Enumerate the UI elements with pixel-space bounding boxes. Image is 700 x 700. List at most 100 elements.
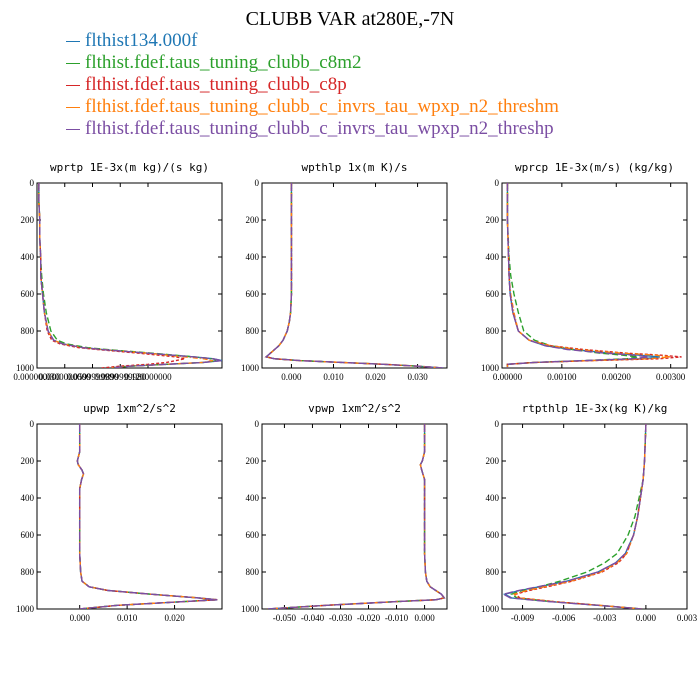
- panel-6: rtpthlp 1E-3x(kg K)/kg 0 200 400 600 800 1000 -…: [481, 402, 698, 623]
- series-line-5: [502, 424, 647, 609]
- series-line-2: [510, 424, 647, 609]
- x-tick-label: -0.050: [273, 613, 297, 623]
- legend-swatch: [66, 84, 80, 86]
- y-tick-label: 0: [255, 419, 260, 429]
- series-line-2: [506, 183, 639, 368]
- legend-label: flthist134.000f: [85, 30, 198, 51]
- panel-title: wprcp 1E-3x(m/s) (kg/kg): [515, 161, 674, 174]
- y-tick-label: 800: [21, 567, 35, 577]
- series-line-5: [264, 183, 443, 368]
- legend-label: flthist.fdef.taus_tuning_clubb_c8p: [85, 74, 347, 95]
- y-tick-label: 0: [255, 178, 260, 188]
- x-tick-label: 0.003: [677, 613, 698, 623]
- y-tick-label: 0: [495, 419, 500, 429]
- series-line-5: [38, 183, 222, 368]
- y-tick-label: 200: [246, 456, 260, 466]
- series-line-4: [76, 424, 218, 609]
- plot-frame: [36, 423, 223, 610]
- legend-item: flthist134.000f: [66, 30, 559, 52]
- series-line-2: [38, 183, 221, 368]
- y-tick-label: 800: [486, 326, 500, 336]
- panel-2: wpthlp 1x(m K)/s 0 200 400 600 800 1000 0.000 0.…: [241, 161, 448, 382]
- y-tick-label: 200: [486, 215, 500, 225]
- x-tick-label: 0.000000000: [13, 372, 61, 382]
- x-tick-label: 0.020: [164, 613, 185, 623]
- panel-4: upwp 1xm^2/s^2 0 200 400 600 800 1000 0.000 0.01…: [16, 402, 223, 623]
- series-line-3: [506, 183, 682, 368]
- legend-item: flthist.fdef.taus_tuning_clubb_c_invrs_t…: [66, 96, 559, 118]
- series-line-2: [264, 183, 443, 368]
- series-line-3: [76, 424, 218, 609]
- series-line-1: [267, 424, 446, 609]
- y-tick-label: 200: [246, 215, 260, 225]
- legend-swatch: [66, 128, 80, 130]
- y-tick-label: 0: [495, 178, 500, 188]
- series-line-4: [512, 424, 647, 609]
- y-tick-label: 800: [21, 326, 35, 336]
- y-tick-label: 600: [246, 289, 260, 299]
- y-tick-label: 600: [246, 530, 260, 540]
- y-tick-label: 400: [21, 493, 35, 503]
- legend-label: flthist.fdef.taus_tuning_clubb_c8m2: [85, 52, 362, 73]
- x-tick-label: 0.0300000000: [39, 372, 91, 382]
- y-tick-label: 400: [21, 252, 35, 262]
- series-line-5: [76, 424, 218, 609]
- series-line-1: [38, 183, 222, 368]
- x-tick-label: 0.000: [414, 613, 435, 623]
- y-tick-label: 600: [486, 289, 500, 299]
- series-line-4: [38, 183, 213, 368]
- series-line-4: [267, 424, 446, 609]
- y-tick-label: 400: [246, 493, 260, 503]
- y-tick-label: 1000: [241, 363, 260, 373]
- x-tick-label: 0.0899999980: [94, 372, 146, 382]
- panel-title: rtpthlp 1E-3x(kg K)/kg: [522, 402, 668, 415]
- series-line-1: [76, 424, 218, 609]
- figure-title: CLUBB VAR at280E,-7N: [245, 8, 455, 30]
- y-tick-label: 200: [21, 215, 35, 225]
- plot-frame: [261, 182, 448, 369]
- y-tick-label: 800: [246, 326, 260, 336]
- x-tick-label: -0.040: [301, 613, 325, 623]
- x-tick-label: 0.000: [70, 613, 91, 623]
- x-tick-label: 0.00300: [656, 372, 686, 382]
- legend-item: flthist.fdef.taus_tuning_clubb_c8p: [66, 74, 559, 96]
- y-tick-label: 1000: [241, 604, 260, 614]
- y-tick-label: 1000: [481, 363, 500, 373]
- series-line-2: [76, 424, 218, 609]
- x-tick-label: 0.0599999990: [67, 372, 119, 382]
- legend-label: flthist.fdef.taus_tuning_clubb_c_invrs_t…: [85, 118, 554, 139]
- x-tick-label: 0.020: [365, 372, 386, 382]
- x-tick-label: 0.000: [636, 613, 657, 623]
- y-tick-label: 800: [486, 567, 500, 577]
- legend-item: flthist.fdef.taus_tuning_clubb_c_invrs_t…: [66, 118, 559, 140]
- x-tick-label: -0.030: [329, 613, 353, 623]
- panel-5: vpwp 1xm^2/s^2 0 200 400 600 800 1000 -0.050 -0.…: [241, 402, 448, 623]
- series-line-3: [264, 183, 443, 368]
- legend: flthist134.000f flthist.fdef.taus_tuning_…: [66, 30, 559, 140]
- series-line-4: [264, 183, 443, 368]
- y-tick-label: 400: [486, 493, 500, 503]
- x-tick-label: 0.030: [407, 372, 428, 382]
- x-tick-label: 0.00100: [547, 372, 577, 382]
- panel-title: wprtp 1E-3x(m kg)/(s kg): [50, 161, 209, 174]
- plot-frame: [36, 182, 223, 369]
- series-line-2: [267, 424, 446, 609]
- x-tick-label: -0.003: [593, 613, 617, 623]
- plot-frame: [501, 182, 688, 369]
- x-tick-label: 0.00200: [602, 372, 632, 382]
- x-tick-label: 0.010: [323, 372, 344, 382]
- panel-title: upwp 1xm^2/s^2: [83, 402, 176, 415]
- y-tick-label: 800: [246, 567, 260, 577]
- y-tick-label: 0: [30, 419, 35, 429]
- y-tick-label: 1000: [481, 604, 500, 614]
- x-tick-label: 0.120000000: [124, 372, 172, 382]
- y-tick-label: 400: [486, 252, 500, 262]
- x-tick-label: 0.00000: [493, 372, 523, 382]
- y-tick-label: 600: [21, 289, 35, 299]
- series-line-1: [502, 424, 647, 609]
- x-tick-label: 0.000: [281, 372, 302, 382]
- panel-title: vpwp 1xm^2/s^2: [308, 402, 401, 415]
- series-line-1: [264, 183, 443, 368]
- x-tick-label: -0.010: [385, 613, 409, 623]
